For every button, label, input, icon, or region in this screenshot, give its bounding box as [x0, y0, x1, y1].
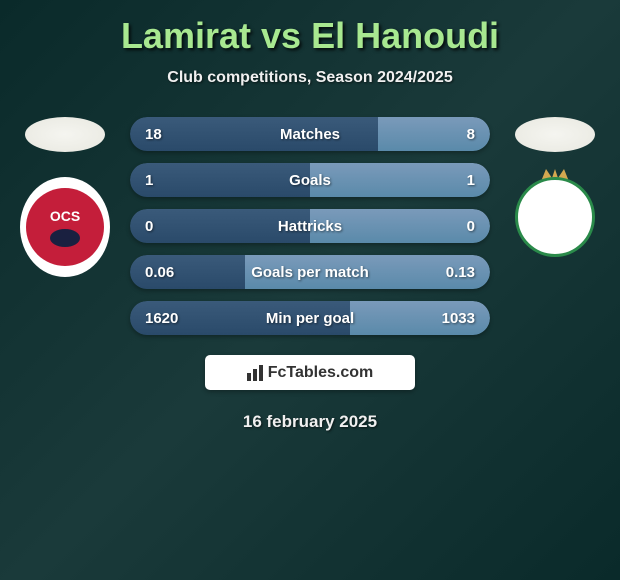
- stat-value-left: 18: [145, 126, 162, 143]
- fctables-badge[interactable]: FcTables.com: [205, 355, 415, 390]
- player2-silhouette-icon: [515, 117, 595, 152]
- stat-row-hattricks: 0 Hattricks 0: [130, 209, 490, 243]
- stat-label: Hattricks: [278, 218, 342, 235]
- date-text: 16 february 2025: [20, 412, 600, 432]
- comparison-area: OCS 18 Matches 8 1 Goals 1: [0, 117, 620, 432]
- stat-value-left: 1: [145, 172, 153, 189]
- stat-value-right: 0.13: [446, 264, 475, 281]
- stat-value-right: 1: [467, 172, 475, 189]
- player-right-column: [505, 117, 605, 257]
- stat-label: Min per goal: [266, 310, 354, 327]
- stat-value-left: 0.06: [145, 264, 174, 281]
- player1-silhouette-icon: [25, 117, 105, 152]
- stat-bar-right: [310, 163, 490, 197]
- stat-bar-left: [130, 117, 378, 151]
- stat-value-left: 1620: [145, 310, 178, 327]
- stat-row-goals: 1 Goals 1: [130, 163, 490, 197]
- stat-row-goals-per-match: 0.06 Goals per match 0.13: [130, 255, 490, 289]
- stat-value-right: 8: [467, 126, 475, 143]
- stat-value-right: 1033: [442, 310, 475, 327]
- stats-container: 18 Matches 8 1 Goals 1 0 Hattricks 0 0.0…: [130, 117, 490, 335]
- player-left-column: OCS: [15, 117, 115, 277]
- chart-icon: [247, 365, 263, 381]
- player1-name: Lamirat: [121, 15, 251, 56]
- stat-value-right: 0: [467, 218, 475, 235]
- club-badge-right: [510, 177, 600, 257]
- stat-label: Goals: [289, 172, 331, 189]
- club-left-ball-icon: [50, 229, 80, 247]
- subtitle: Club competitions, Season 2024/2025: [0, 69, 620, 87]
- club-right-circle-icon: [515, 177, 595, 257]
- club-badge-left: OCS: [20, 177, 110, 277]
- stat-row-min-per-goal: 1620 Min per goal 1033: [130, 301, 490, 335]
- stat-bar-left: [130, 163, 310, 197]
- stat-value-left: 0: [145, 218, 153, 235]
- comparison-title: Lamirat vs El Hanoudi: [0, 0, 620, 57]
- stat-label: Matches: [280, 126, 340, 143]
- player2-name: El Hanoudi: [311, 15, 499, 56]
- vs-text: vs: [261, 15, 301, 56]
- fctables-text: FcTables.com: [268, 364, 374, 382]
- club-left-text: OCS: [50, 208, 80, 224]
- club-badge-left-inner: OCS: [26, 188, 104, 266]
- stat-label: Goals per match: [251, 264, 369, 281]
- stat-row-matches: 18 Matches 8: [130, 117, 490, 151]
